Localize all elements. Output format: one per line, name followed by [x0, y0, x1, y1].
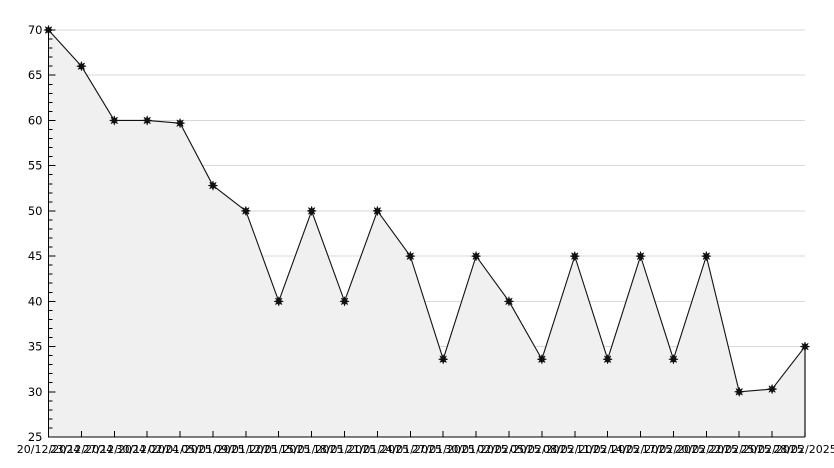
- y-axis-label: 55: [28, 159, 43, 173]
- x-axis-label: 05/01/2025: [181, 443, 244, 456]
- x-axis-label: 20/02/2025: [675, 443, 738, 456]
- x-axis-label: 27/01/2025: [411, 443, 474, 456]
- data-point-marker: [142, 115, 152, 126]
- area-fill-layer: [48, 30, 806, 437]
- series-line: [48, 29, 806, 393]
- x-axis-labels-layer: 20/12/202423/12/202427/12/202430/12/2024…: [17, 443, 834, 456]
- data-point-marker: [569, 251, 580, 261]
- data-point-marker: [241, 206, 251, 216]
- x-axis-label: 24/01/2025: [379, 443, 442, 456]
- data-point-marker: [405, 251, 416, 261]
- area-fill: [48, 30, 805, 437]
- x-axis-label: 09/01/2025: [214, 443, 277, 456]
- y-axis-label: 60: [28, 113, 43, 127]
- data-point-marker: [504, 296, 514, 307]
- y-axis-label: 40: [28, 294, 43, 308]
- x-axis-label: 30/12/2024: [115, 443, 178, 456]
- data-point-marker: [438, 354, 448, 365]
- data-point-marker: [273, 296, 284, 307]
- y-axis-label: 45: [28, 249, 43, 263]
- x-axis-label: 15/01/2025: [280, 443, 343, 456]
- x-axis-label: 02/01/2025: [148, 443, 211, 456]
- y-axis-label: 50: [28, 204, 43, 218]
- data-point-marker: [635, 251, 646, 261]
- x-axis-label: 22/02/2025: [708, 443, 771, 456]
- y-axis-label: 70: [28, 23, 43, 37]
- y-axis-labels-layer: 25 30 35 40 45 50 55 60 65 70: [28, 23, 43, 444]
- axes-layer: [48, 29, 806, 438]
- x-axis-label: 11/02/2025: [576, 443, 639, 456]
- data-point-marker: [76, 61, 87, 71]
- data-point-marker: [471, 251, 481, 261]
- x-axis-label: 05/02/2025: [510, 443, 573, 456]
- y-axis-label: 65: [28, 68, 43, 82]
- y-axis-label: 25: [28, 430, 43, 444]
- data-point-marker: [701, 251, 712, 261]
- x-axis-label: 28/02/2025: [773, 443, 834, 456]
- x-axis-label: 17/02/2025: [642, 443, 705, 456]
- x-axis-label: 27/12/2024: [83, 443, 146, 456]
- x-axis-label: 21/01/2025: [346, 443, 409, 456]
- data-point-marker: [767, 384, 777, 394]
- x-axis-label: 23/12/2024: [50, 443, 113, 456]
- data-point-marker: [109, 115, 120, 126]
- data-point-marker: [602, 354, 613, 365]
- x-axis-label: 30/01/2025: [444, 443, 507, 456]
- x-axis-label: 14/02/2025: [609, 443, 672, 456]
- data-point-marker: [372, 206, 383, 216]
- data-point-marker: [208, 180, 218, 191]
- y-axis-label: 30: [28, 385, 43, 399]
- data-point-marker: [175, 118, 185, 128]
- data-point-marker: [734, 386, 745, 397]
- x-axis-label: 18/01/2025: [313, 443, 376, 456]
- x-axis-label: 25/02/2025: [740, 443, 803, 456]
- x-axis-label: 12/01/2025: [247, 443, 310, 456]
- data-point-marker: [800, 341, 810, 352]
- data-point-marker: [306, 206, 317, 216]
- data-point-marker: [537, 354, 547, 365]
- data-point-marker: [668, 354, 679, 365]
- data-point-marker: [339, 296, 350, 307]
- series-line-layer: [48, 29, 806, 393]
- x-axis-label: 08/02/2025: [543, 443, 606, 456]
- y-axis-label: 35: [28, 340, 43, 354]
- x-axis-label: 20/12/2024: [17, 443, 80, 456]
- x-axis-label: 02/02/2025: [477, 443, 540, 456]
